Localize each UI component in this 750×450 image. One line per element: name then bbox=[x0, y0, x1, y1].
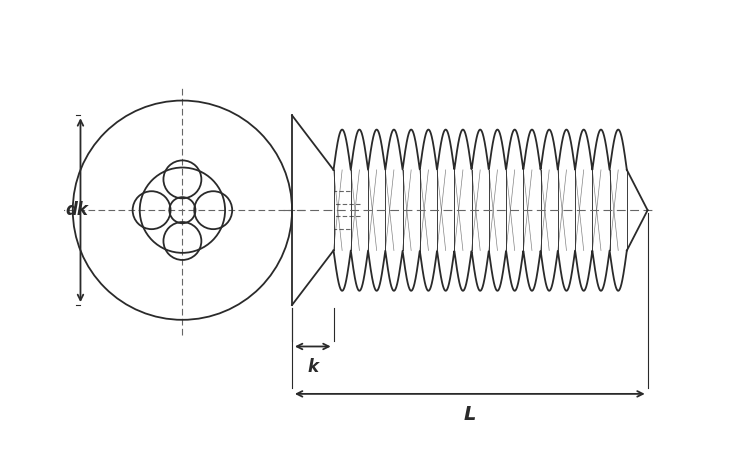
Text: dk: dk bbox=[65, 201, 88, 219]
Text: k: k bbox=[308, 358, 318, 376]
Text: L: L bbox=[464, 405, 476, 424]
